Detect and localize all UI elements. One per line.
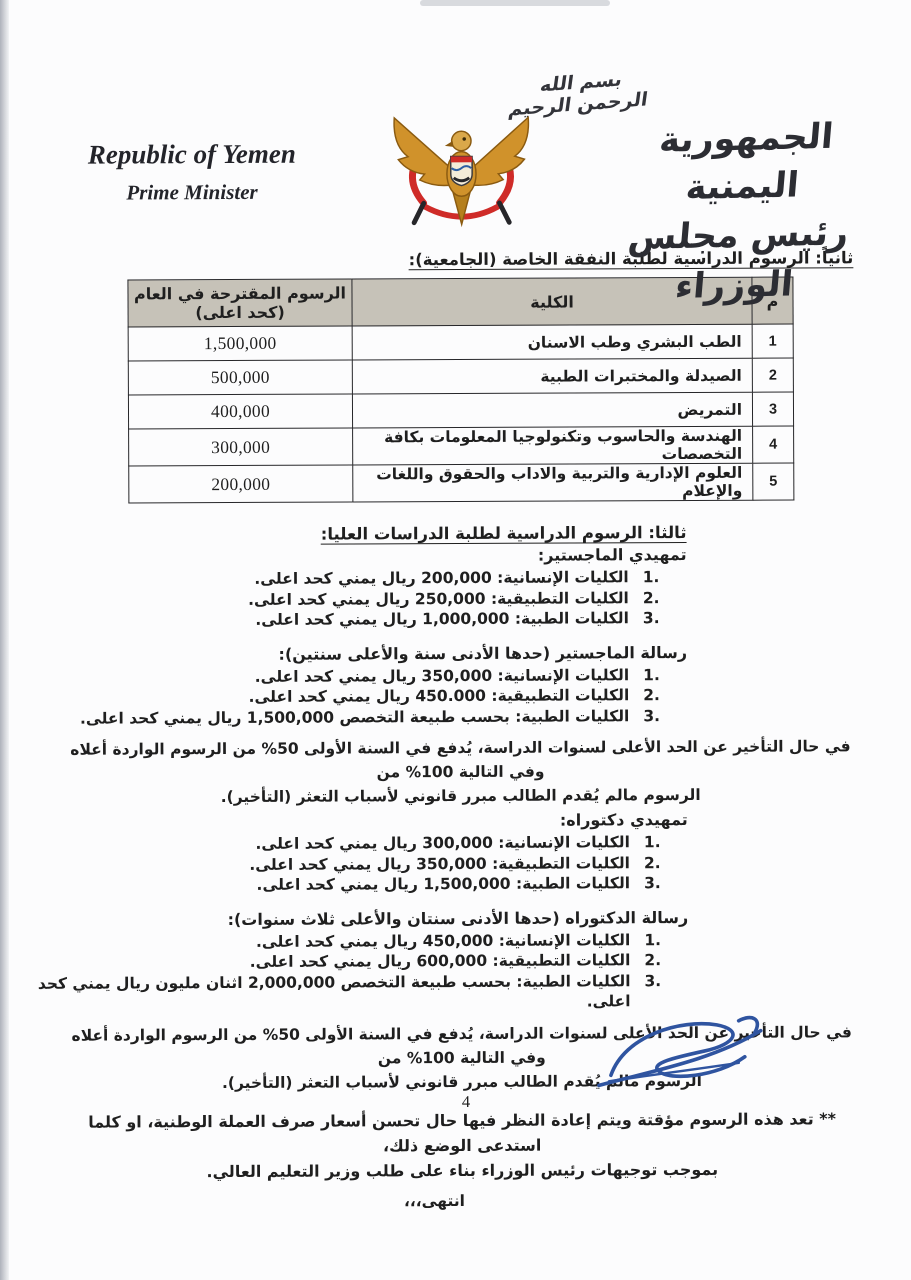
end-of-document-mark: انتهى،،، (403, 1191, 466, 1210)
list-item-number: 1. (643, 833, 661, 852)
list-item-number: 3. (642, 609, 660, 628)
fee-list-item: 1. الكليات الإنسانية: 350,000 ريال يمني … (9, 665, 661, 688)
fee-list-item: 1. الكليات الإنسانية: 300,000 ريال يمني … (10, 832, 662, 855)
fee-list-item: 3. الكليات الطبية: بحسب طبيعة التخصص 2,0… (10, 971, 662, 1015)
list-item-text: الكليات التطبيقية: 350,000 ريال يمني كحد… (249, 853, 631, 874)
fee-block-heading: تمهيدي دكتوراه: (559, 810, 688, 830)
fee-list-item: 3. الكليات الطبية: 1,500,000 ريال يمني ك… (10, 873, 662, 896)
fee-list-item: 2. الكليات التطبيقية: 450.000 ريال يمني … (9, 685, 661, 708)
list-item-number: 2. (644, 951, 662, 970)
english-letterhead: Republic of Yemen Prime Minister (77, 137, 307, 208)
fee-list-item: 2. الكليات التطبيقية: 250,000 ريال يمني … (9, 588, 661, 611)
list-item-text: الكليات التطبيقية: 450.000 ريال يمني كحد… (248, 686, 630, 706)
list-item-number: 1. (644, 930, 662, 949)
fee-list-item: 2. الكليات التطبيقية: 350,000 ريال يمني … (10, 853, 662, 876)
fee-list: 1. الكليات الإنسانية: 300,000 ريال يمني … (10, 832, 662, 896)
fee-list: 1. الكليات الإنسانية: 450,000 ريال يمني … (10, 930, 662, 1015)
list-item-number: 3. (643, 706, 661, 725)
fee-list-item: 2. الكليات التطبيقية: 600,000 ريال يمني … (10, 950, 662, 973)
row-college-name: التمريض (352, 392, 753, 428)
list-item-number: 3. (644, 874, 661, 893)
prime-minister-signature (597, 1015, 763, 1088)
graduate-fee-block: رسالة الماجستير (حدها الأدنى سنة والأعلى… (9, 641, 911, 810)
row-fee-value: 300,000 (128, 427, 353, 466)
graduate-fee-block: تمهيدي دكتوراه: 1. الكليات الإنسانية: 30… (10, 808, 911, 896)
table-row: 4 الهندسة والحاسوب وتكنولوجيا المعلومات … (128, 426, 794, 466)
fees-table-body: 1 الطب البشري وطب الاسنان 1,500,000 2 ال… (128, 324, 794, 503)
row-fee-value: 1,500,000 (128, 325, 353, 361)
list-item-text: الكليات الطبية: بحسب طبيعة التخصص 2,000,… (37, 971, 631, 1011)
fee-list-item: 1. الكليات الإنسانية: 200,000 ريال يمني … (9, 567, 661, 590)
fee-list-item: 3. الكليات الطبية: بحسب طبيعة التخصص 1,5… (9, 706, 661, 729)
country-name-arabic: الجمهورية اليمنية (657, 116, 835, 209)
list-item-text: الكليات الإنسانية: 350,000 ريال يمني كحد… (254, 665, 630, 686)
row-college-name: الصيدلة والمختبرات الطبية (352, 358, 753, 394)
list-item-text: الكليات الطبية: بحسب طبيعة التخصص 1,500,… (79, 706, 630, 728)
list-item-text: الكليات الإنسانية: 300,000 ريال يمني كحد… (255, 833, 630, 853)
column-header-fees: الرسوم المقترحة في العام (كحد اعلى) (127, 278, 353, 327)
fee-list-item: 1. الكليات الإنسانية: 450,000 ريال يمني … (10, 930, 662, 953)
row-index: 4 (752, 426, 794, 464)
arabic-letterhead: الجمهورية اليمنية رئيس مجلس الوزراء (597, 112, 884, 314)
list-item-text: الكليات الطبية: 1,000,000 ريال يمني كحد … (255, 609, 629, 629)
table-row: 1 الطب البشري وطب الاسنان 1,500,000 (128, 324, 794, 361)
list-item-number: 2. (643, 686, 660, 705)
fee-block-heading: رسالة الدكتوراه (حدها الأدنى سنتان والأع… (227, 907, 689, 929)
list-item-number: 1. (642, 568, 660, 587)
row-index: 3 (752, 392, 794, 427)
table-row: 3 التمريض 400,000 (128, 392, 794, 429)
late-payment-note: في حال التأخير عن الحد الأعلى لسنوات الد… (70, 737, 851, 807)
temporary-fees-footnote: ** تعد هذه الرسوم مؤقتة ويتم إعادة النظر… (88, 1108, 837, 1181)
row-fee-value: 500,000 (128, 359, 353, 395)
row-college-name: العلوم الإدارية والتربية والاداب والحقوق… (352, 463, 753, 502)
list-item-number: 2. (642, 588, 660, 607)
country-name-english: Republic of Yemen (87, 138, 296, 170)
fee-list: 1. الكليات الإنسانية: 200,000 ريال يمني … (9, 567, 661, 631)
row-index: 2 (752, 358, 794, 393)
row-college-name: الطب البشري وطب الاسنان (352, 324, 753, 360)
list-item-number: 1. (643, 665, 660, 684)
list-item-text: الكليات الإنسانية: 200,000 ريال يمني كحد… (254, 568, 629, 588)
list-item-text: الكليات الطبية: 1,500,000 ريال يمني كحد … (256, 874, 631, 894)
page-number: 4 (461, 1091, 471, 1111)
fee-block-heading: تمهيدي الماجستير: (537, 545, 687, 565)
section-title-graduate-fees: ثالثا: الرسوم الدراسية لطلبة الدراسات ال… (320, 523, 687, 544)
fee-list-item: 3. الكليات الطبية: 1,000,000 ريال يمني ك… (9, 608, 661, 631)
scan-top-smudge (420, 0, 610, 6)
list-item-text: الكليات التطبيقية: 250,000 ريال يمني كحد… (248, 588, 629, 609)
list-item-text: الكليات الإنسانية: 450,000 ريال يمني كحد… (255, 930, 631, 951)
scan-left-edge (0, 0, 9, 1280)
graduate-fee-block: تمهيدي الماجستير: 1. الكليات الإنسانية: … (9, 543, 911, 631)
row-index: 1 (752, 324, 794, 359)
row-fee-value: 200,000 (128, 464, 353, 503)
letterhead: بسم الله الرحمن الرحيم Republic of Yemen… (6, 0, 909, 308)
document-sheet: بسم الله الرحمن الرحيم Republic of Yemen… (6, 0, 911, 1280)
list-item-number: 2. (643, 853, 661, 872)
table-row: 5 العلوم الإدارية والتربية والاداب والحق… (128, 463, 794, 503)
list-item-text: الكليات التطبيقية: 600,000 ريال يمني كحد… (249, 951, 631, 971)
yemen-emblem-icon (393, 115, 530, 228)
row-index: 5 (752, 463, 794, 501)
fee-list: 1. الكليات الإنسانية: 350,000 ريال يمني … (9, 665, 661, 729)
list-item-number: 3. (644, 971, 662, 990)
fee-block-heading: رسالة الماجستير (حدها الأدنى سنة والأعلى… (278, 642, 688, 664)
office-name-arabic: رئيس مجلس الوزراء (626, 213, 851, 308)
table-row: 2 الصيدلة والمختبرات الطبية 500,000 (128, 358, 794, 395)
row-college-name: الهندسة والحاسوب وتكنولوجيا المعلومات بك… (352, 426, 753, 465)
office-name-english: Prime Minister (126, 179, 258, 205)
row-fee-value: 400,000 (128, 393, 353, 429)
